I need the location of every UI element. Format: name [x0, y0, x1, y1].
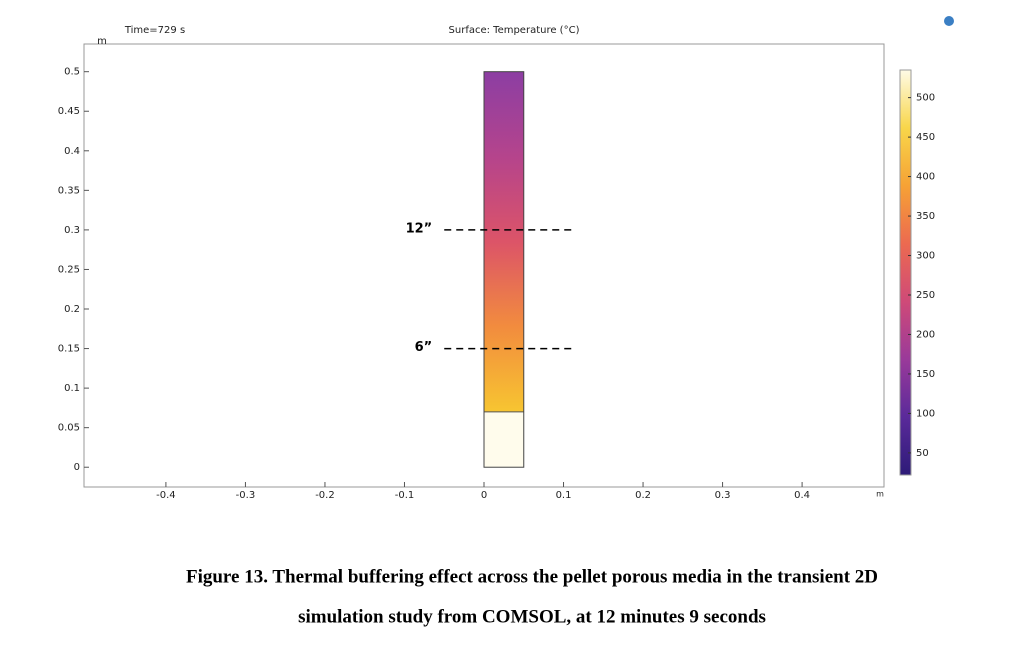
- time-label: Time=729 s: [124, 25, 185, 36]
- x-tick-label: 0.1: [556, 490, 572, 501]
- colorbar-tick-label: 450: [916, 132, 935, 143]
- y-tick-label: 0.35: [58, 185, 80, 196]
- y-tick-label: 0.3: [64, 225, 80, 236]
- annotation-label: 6”: [415, 340, 433, 355]
- y-tick-label: 0.5: [64, 67, 80, 78]
- y-tick-label: 0: [74, 462, 80, 473]
- colorbar-tick-label: 400: [916, 172, 935, 183]
- x-unit: m: [876, 490, 884, 499]
- colorbar-tick-label: 250: [916, 290, 935, 301]
- annotation-label: 12”: [406, 221, 433, 236]
- y-unit: m: [97, 36, 107, 47]
- colorbar-tick-label: 100: [916, 408, 935, 419]
- x-tick-label: 0: [481, 490, 487, 501]
- y-tick-label: 0.25: [58, 264, 80, 275]
- y-tick-label: 0.45: [58, 106, 80, 117]
- colorbar-tick-label: 500: [916, 93, 935, 104]
- y-tick-label: 0.15: [58, 344, 80, 355]
- colorbar-tick-label: 50: [916, 448, 929, 459]
- y-tick-label: 0.4: [64, 146, 80, 157]
- heated-region: [484, 71, 524, 412]
- x-tick-label: 0.3: [715, 490, 731, 501]
- x-tick-label: 0.2: [635, 490, 651, 501]
- unheated-region: [484, 411, 524, 468]
- caption-line: simulation study from COMSOL, at 12 minu…: [298, 606, 766, 627]
- domain-outline: [483, 71, 525, 468]
- x-tick-label: 0.4: [794, 490, 810, 501]
- colorbar: [899, 69, 912, 476]
- x-tick-label: -0.4: [156, 490, 176, 501]
- y-tick-label: 0.05: [58, 423, 80, 434]
- plot-title: Surface: Temperature (°C): [449, 25, 580, 36]
- y-tick-label: 0.1: [64, 383, 80, 394]
- x-tick-label: -0.1: [395, 490, 415, 501]
- colorbar-tick-label: 150: [916, 369, 935, 380]
- colorbar-tick-label: 350: [916, 211, 935, 222]
- caption-line: Figure 13. Thermal buffering effect acro…: [186, 566, 878, 587]
- x-tick-label: -0.2: [315, 490, 335, 501]
- colorbar-tick-label: 300: [916, 251, 935, 262]
- colorbar-tick-label: 200: [916, 329, 935, 340]
- x-tick-label: -0.3: [236, 490, 256, 501]
- logo-icon: [944, 16, 954, 26]
- y-tick-label: 0.2: [64, 304, 80, 315]
